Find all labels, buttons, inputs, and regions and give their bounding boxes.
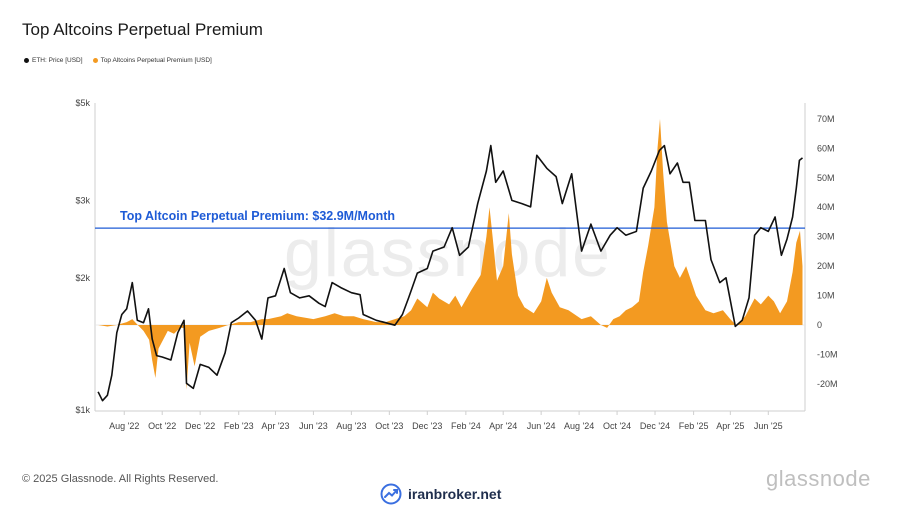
y-right-tick-label: 10M	[817, 291, 835, 301]
chart-area: glassnode Top Altcoin Perpetual Premium:…	[75, 98, 838, 431]
y-left-tick-label: $2k	[75, 273, 90, 283]
glassnode-logo-text: glassnode	[766, 466, 871, 491]
y-right-tick-label: 40M	[817, 202, 835, 212]
y-axis-right: 70M 60M 50M 40M 30M 20M 10M 0 -10M -20M	[817, 114, 838, 389]
threshold-label: Top Altcoin Perpetual Premium: $32.9M/Mo…	[120, 209, 395, 223]
x-tick-label: Dec '22	[185, 421, 215, 431]
x-tick-label: Feb '23	[224, 421, 254, 431]
series-premium-area	[98, 118, 803, 390]
y-right-tick-label: 0	[817, 320, 822, 330]
x-tick-label: Oct '24	[603, 421, 631, 431]
x-tick-label: Jun '25	[754, 421, 783, 431]
y-right-tick-label: -20M	[817, 379, 838, 389]
legend-item-premium[interactable]: Top Altcoins Perpetual Premium [USD]	[92, 57, 212, 64]
x-tick-label: Apr '23	[261, 421, 289, 431]
x-tick-label: Oct '22	[148, 421, 176, 431]
y-right-tick-label: 20M	[817, 261, 835, 271]
chart-growth-icon	[380, 483, 402, 505]
x-tick-label: Aug '24	[564, 421, 594, 431]
x-tick-label: Apr '25	[716, 421, 744, 431]
y-left-tick-label: $1k	[75, 405, 90, 415]
site-name: iranbroker.net	[408, 486, 502, 502]
legend-dot-premium	[92, 58, 98, 63]
x-tick-label: Apr '24	[489, 421, 517, 431]
y-right-tick-label: 50M	[817, 173, 835, 183]
copyright-text: © 2025 Glassnode. All Rights Reserved.	[22, 473, 219, 485]
legend-label-premium: Top Altcoins Perpetual Premium [USD]	[100, 57, 212, 64]
legend-label-eth: ETH: Price [USD]	[32, 57, 83, 64]
x-tick-label: Feb '25	[679, 421, 709, 431]
x-tick-label: Feb '24	[451, 421, 481, 431]
y-axis-left: $5k $3k $2k $1k	[75, 98, 90, 415]
legend-item-eth-price[interactable]: ETH: Price [USD]	[24, 57, 83, 64]
y-right-tick-label: 30M	[817, 232, 835, 242]
x-tick-label: Jun '23	[299, 421, 328, 431]
x-tick-label: Dec '23	[412, 421, 442, 431]
y-left-tick-label: $3k	[75, 195, 90, 205]
site-link[interactable]: iranbroker.net	[380, 483, 501, 505]
watermark: glassnode	[284, 215, 612, 291]
chart-title: Top Altcoins Perpetual Premium	[22, 20, 263, 39]
x-axis-ticks: Aug '22 Oct '22 Dec '22 Feb '23 Apr '23 Jun '…	[109, 411, 783, 431]
x-tick-label: Aug '22	[109, 421, 139, 431]
y-right-tick-label: 70M	[817, 114, 835, 124]
x-tick-label: Dec '24	[640, 421, 670, 431]
x-tick-label: Oct '23	[375, 421, 403, 431]
legend: ETH: Price [USD] Top Altcoins Perpetual …	[24, 57, 212, 64]
series-eth-price-line	[97, 144, 804, 402]
x-tick-label: Aug '23	[336, 421, 366, 431]
x-tick-label: Jun '24	[527, 421, 556, 431]
y-left-tick-label: $5k	[75, 98, 90, 108]
legend-dot-eth	[24, 58, 29, 63]
y-right-tick-label: -10M	[817, 349, 838, 359]
y-right-tick-label: 60M	[817, 143, 835, 153]
